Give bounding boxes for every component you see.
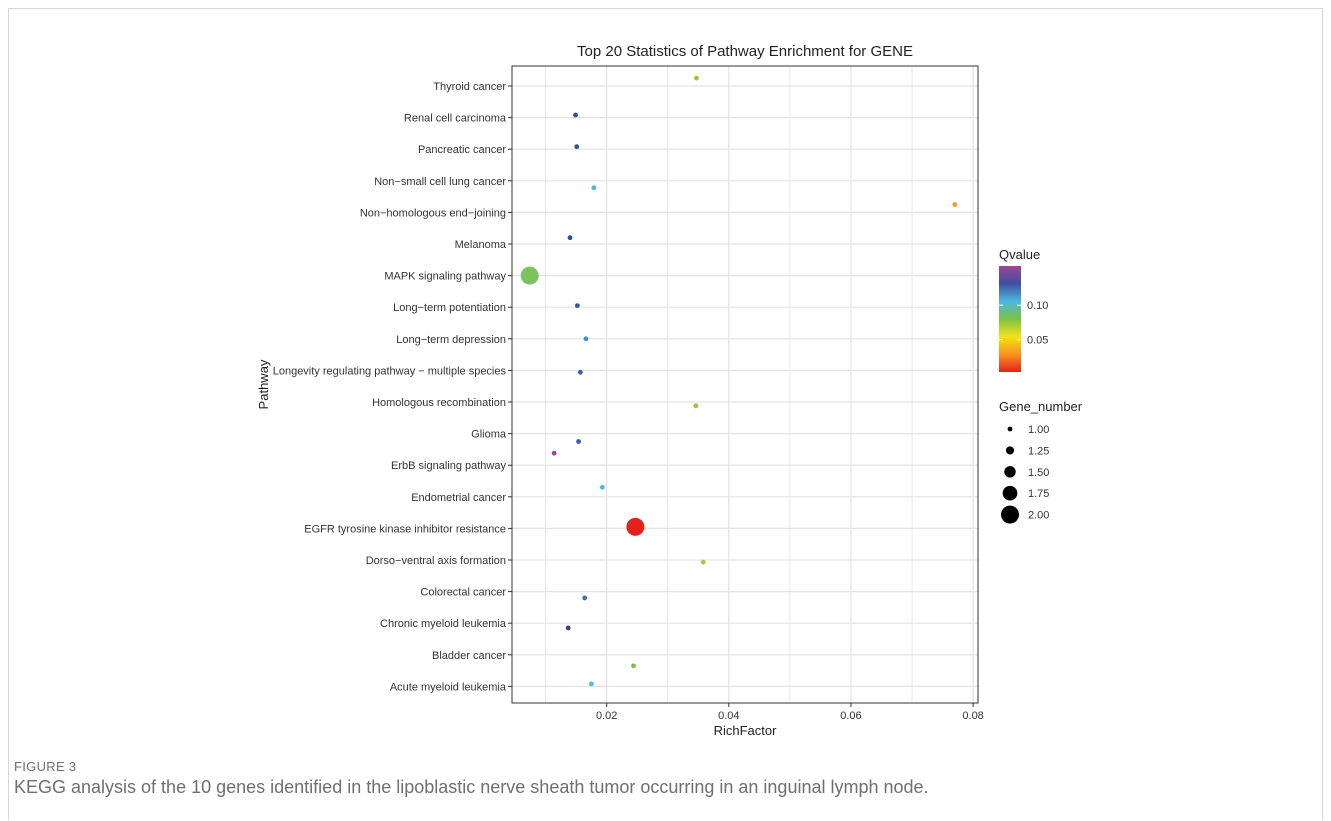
y-tick-label: ErbB signaling pathway [391,460,506,472]
y-tick-label: Thyroid cancer [433,81,506,93]
y-tick-label: Pancreatic cancer [418,144,506,156]
data-point [952,202,958,207]
y-tick-label: Bladder cancer [432,650,506,662]
y-tick-label: Dorso−ventral axis formation [366,555,506,567]
chart-title: Top 20 Statistics of Pathway Enrichment … [577,43,913,60]
y-tick-label: Glioma [471,429,507,441]
figure-label: FIGURE 3 [14,759,77,774]
size-legend-label: 2.00 [1028,510,1049,522]
data-point [700,559,706,565]
data-point [574,144,580,150]
data-point [626,517,645,536]
y-tick-label: Renal cell carcinoma [404,113,507,125]
y-tick-label: Chronic myeloid leukemia [380,618,507,630]
size-legend-label: 1.75 [1028,488,1049,500]
y-tick-label: Non−homologous end−joining [360,207,506,219]
data-point [565,625,571,631]
x-axis-title: RichFactor [714,723,778,738]
size-legend-key [1002,485,1018,501]
x-tick-label: 0.06 [840,710,861,722]
plot-panel [512,66,978,703]
data-point [631,663,636,669]
data-point [583,336,589,342]
data-point [573,112,578,118]
y-tick-label: Long−term depression [396,334,506,346]
data-point [693,403,699,409]
y-tick-label: Longevity regulating pathway − multiple … [273,365,507,377]
data-point [520,266,539,285]
y-tick-label: Endometrial cancer [411,492,506,504]
size-legend-title: Gene_number [999,399,1083,414]
size-legend-key [1007,426,1013,432]
qvalue-colorbar [999,266,1021,372]
size-legend-key [1001,505,1019,524]
data-point [599,484,605,490]
data-point [588,681,594,687]
y-tick-label: Melanoma [455,239,507,251]
data-point [591,185,597,191]
colorbar-tick-label: 0.05 [1027,335,1048,347]
data-point [574,303,580,309]
data-point [582,595,588,601]
y-axis-title: Pathway [256,359,271,409]
figure-caption: KEGG analysis of the 10 genes identified… [14,777,929,797]
y-tick-label: Acute myeloid leukemia [390,681,507,693]
x-tick-label: 0.08 [962,710,983,722]
y-tick-label: Long−term potentiation [393,302,506,314]
size-legend-label: 1.25 [1028,445,1049,457]
size-legend-label: 1.00 [1028,424,1049,436]
data-point [551,450,557,456]
data-point [576,439,581,444]
x-tick-label: 0.02 [596,710,617,722]
y-tick-label: EGFR tyrosine kinase inhibitor resistanc… [304,523,506,535]
size-legend-label: 1.50 [1028,467,1049,479]
y-tick-label: MAPK signaling pathway [384,271,506,283]
y-tick-label: Homologous recombination [372,397,506,409]
data-point [578,369,583,375]
colorbar-tick-label: 0.10 [1027,300,1048,312]
y-tick-label: Non−small cell lung cancer [374,176,506,188]
data-point [567,235,573,241]
plot-border [511,65,979,704]
y-tick-label: Colorectal cancer [420,587,506,599]
x-tick-label: 0.04 [718,710,739,722]
size-legend-key [1004,466,1016,478]
data-point [694,75,699,81]
qvalue-legend-title: Qvalue [999,247,1040,262]
size-legend-key [1005,446,1015,455]
